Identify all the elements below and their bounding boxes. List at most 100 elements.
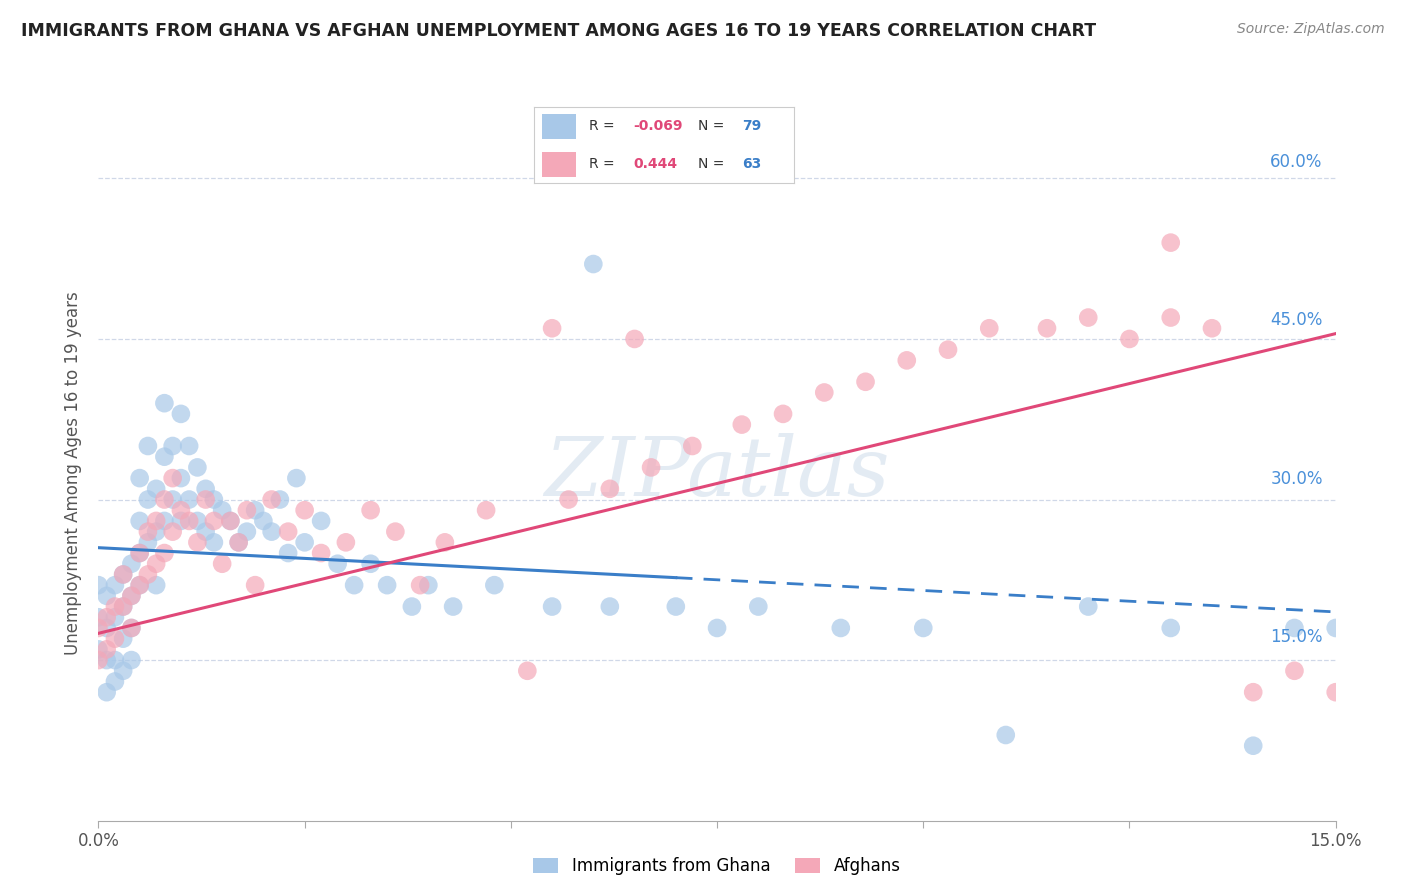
Point — [346, 480, 368, 494]
Point — [346, 512, 368, 526]
Point — [245, 417, 267, 431]
Point — [215, 459, 238, 474]
Point — [405, 533, 427, 548]
Point — [745, 575, 768, 590]
Point — [274, 533, 297, 548]
Point — [252, 438, 274, 452]
Text: 63: 63 — [742, 157, 762, 171]
Point — [302, 480, 325, 494]
Point — [419, 554, 441, 568]
Text: Source: ZipAtlas.com: Source: ZipAtlas.com — [1237, 22, 1385, 37]
Point — [600, 237, 623, 252]
Point — [172, 597, 194, 611]
Point — [194, 628, 217, 642]
Point — [912, 322, 935, 336]
Point — [201, 523, 224, 537]
Point — [238, 491, 260, 505]
Point — [470, 512, 492, 526]
Point — [579, 470, 602, 484]
Y-axis label: Unemployment Among Ages 16 to 19 years: Unemployment Among Ages 16 to 19 years — [65, 268, 83, 632]
Point — [165, 554, 187, 568]
Point — [614, 459, 637, 474]
Point — [186, 544, 209, 558]
Point — [302, 554, 325, 568]
Point — [1218, 597, 1240, 611]
Point — [231, 449, 253, 463]
Point — [245, 491, 267, 505]
Point — [165, 597, 187, 611]
Point — [564, 301, 586, 315]
Point — [179, 554, 201, 568]
Point — [1254, 660, 1277, 674]
Point — [477, 575, 499, 590]
Point — [179, 586, 201, 600]
Point — [1000, 301, 1022, 315]
Point — [266, 512, 288, 526]
Point — [266, 470, 288, 484]
Point — [375, 533, 398, 548]
Point — [456, 554, 478, 568]
Point — [231, 470, 253, 484]
Point — [194, 533, 217, 548]
Point — [186, 607, 209, 622]
Point — [288, 512, 311, 526]
Point — [963, 702, 986, 716]
Text: ZIPatlas: ZIPatlas — [548, 410, 893, 491]
Point — [194, 565, 217, 579]
Point — [876, 333, 898, 347]
Point — [1146, 301, 1168, 315]
Point — [201, 449, 224, 463]
Point — [1109, 216, 1132, 230]
Point — [1036, 290, 1059, 304]
Point — [614, 575, 637, 590]
Point — [215, 491, 238, 505]
Point — [295, 480, 318, 494]
Point — [179, 628, 201, 642]
Point — [360, 491, 382, 505]
Point — [201, 491, 224, 505]
Point — [332, 523, 354, 537]
Point — [238, 385, 260, 400]
Point — [1036, 575, 1059, 590]
Text: -0.069: -0.069 — [633, 120, 683, 134]
Point — [201, 523, 224, 537]
Text: 79: 79 — [742, 120, 762, 134]
Point — [295, 501, 318, 516]
Point — [259, 501, 281, 516]
Point — [382, 512, 405, 526]
Point — [245, 470, 267, 484]
Point — [222, 523, 245, 537]
Legend: Immigrants from Ghana, Afghans: Immigrants from Ghana, Afghans — [530, 823, 911, 855]
Point — [1218, 639, 1240, 653]
Point — [564, 575, 586, 590]
Text: 0.444: 0.444 — [633, 157, 678, 171]
Point — [1254, 597, 1277, 611]
Point — [543, 639, 565, 653]
Point — [201, 554, 224, 568]
Point — [318, 470, 340, 484]
Point — [222, 375, 245, 389]
Text: N =: N = — [699, 120, 724, 134]
Point — [179, 607, 201, 622]
Point — [405, 480, 427, 494]
Point — [281, 491, 304, 505]
Point — [818, 597, 841, 611]
Point — [1109, 597, 1132, 611]
Point — [266, 491, 288, 505]
Point — [447, 554, 470, 568]
Point — [172, 660, 194, 674]
Point — [215, 533, 238, 548]
Point — [332, 501, 354, 516]
Point — [1181, 713, 1204, 727]
Point — [215, 554, 238, 568]
Point — [688, 417, 710, 431]
Point — [513, 554, 536, 568]
Point — [194, 597, 217, 611]
Point — [318, 501, 340, 516]
Point — [172, 586, 194, 600]
Text: N =: N = — [699, 157, 724, 171]
Point — [339, 449, 361, 463]
Point — [710, 597, 733, 611]
Point — [231, 501, 253, 516]
Bar — [543, 114, 576, 139]
